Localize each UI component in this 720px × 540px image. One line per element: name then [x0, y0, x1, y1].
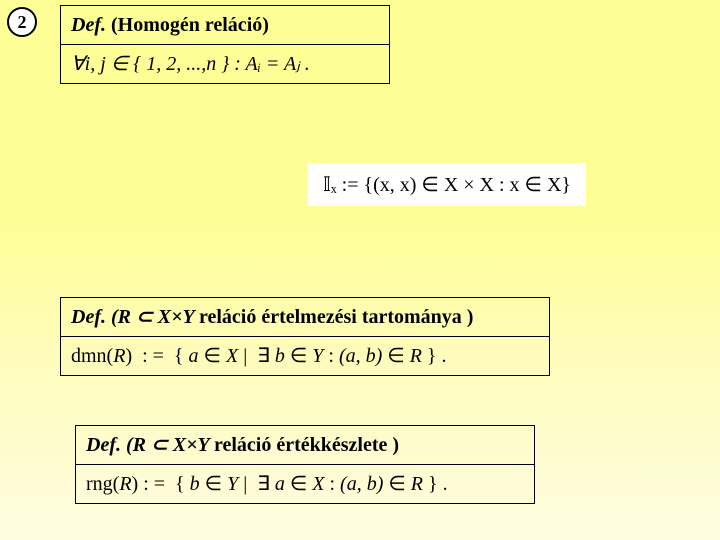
def-prefix: Def.: [71, 306, 106, 328]
page-number-text: 2: [18, 12, 27, 33]
def-prefix: Def.: [86, 434, 121, 456]
definition-body: dmn(R) : = { a ∈ X | ∃ b ∈ Y : (a, b) ∈ …: [61, 337, 549, 375]
definition-title: Def. (R ⊂ X×Y reláció értelmezési tartom…: [61, 298, 549, 337]
definition-box-domain: Def. (R ⊂ X×Y reláció értelmezési tartom…: [60, 297, 550, 376]
page-number-badge: 2: [7, 7, 37, 37]
definition-title: Def. (Homogén reláció): [61, 6, 389, 45]
def-title-mid: (R ⊂ X×Y: [121, 434, 214, 456]
def-title-rest: (Homogén reláció): [106, 14, 269, 36]
def-title-mid: (R ⊂ X×Y: [106, 306, 199, 328]
definition-body: rng(R) : = { b ∈ Y | ∃ a ∈ X : (a, b) ∈ …: [76, 465, 534, 503]
definition-title: Def. (R ⊂ X×Y reláció értékkészlete ): [76, 426, 534, 465]
definition-box-range: Def. (R ⊂ X×Y reláció értékkészlete ) rn…: [75, 425, 535, 504]
definition-body: ∀i, j ∈ { 1, 2, ...,n } : Aᵢ = Aⱼ .: [61, 45, 389, 83]
identity-formula: 𝕀ₓ := {(x, x) ∈ X × X : x ∈ X}: [308, 163, 586, 206]
definition-box-homogen: Def. (Homogén reláció) ∀i, j ∈ { 1, 2, .…: [60, 5, 390, 84]
def-prefix: Def.: [71, 14, 106, 36]
def-title-rest: reláció értékkészlete ): [214, 434, 399, 456]
def-title-rest: reláció értelmezési tartománya ): [199, 306, 474, 328]
